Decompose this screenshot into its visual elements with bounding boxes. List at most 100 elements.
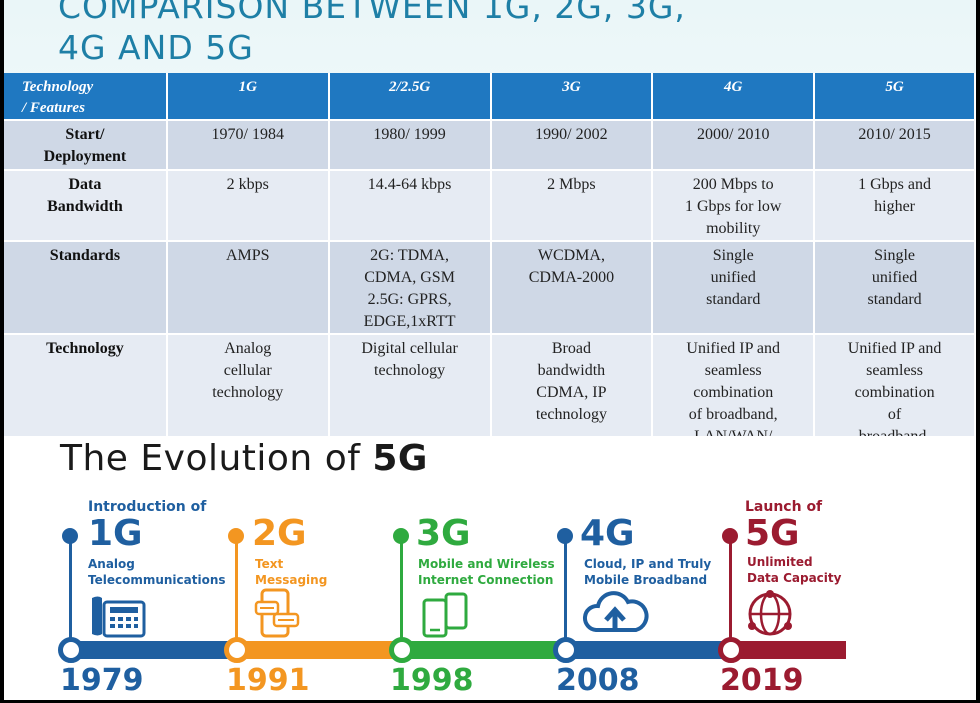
cell-line: standard (867, 291, 922, 308)
stage-5g-desc-line: Unlimited (747, 555, 813, 569)
cell-line: Unified IP and (847, 340, 942, 357)
cell-line: combination (854, 384, 935, 401)
comparison-slide: COMPARISON BETWEEN 1G, 2G, 3G, 4G AND 5G… (4, 0, 976, 436)
cell-line: mobility (706, 220, 761, 237)
header-cell-2g: 2/2.5G (328, 73, 492, 120)
mobile-devices-icon (422, 590, 470, 642)
cell-line: technology (535, 406, 607, 423)
stage-1g-dot (62, 528, 78, 544)
cell-line: 2 kbps (226, 176, 269, 193)
cell-line: seamless (704, 362, 762, 379)
cell-line: WCDMA, (537, 247, 605, 264)
table-row-standards: Standards AMPS 2G: TDMA, CDMA, GSM 2.5G:… (4, 240, 976, 334)
text-messaging-icon (254, 588, 300, 642)
cell-line: 1980/ 1999 (373, 126, 446, 143)
timeline-segment-2g (238, 641, 402, 659)
cell-line: unified (710, 269, 756, 286)
stage-4g-dot (557, 528, 573, 544)
cell-line: Single (874, 247, 916, 264)
cell-line: 1970/ 1984 (211, 126, 284, 143)
stage-1g-ring (58, 637, 84, 663)
slide-title-line2: 4G AND 5G (58, 28, 254, 67)
cell-line: Digital cellular (361, 340, 458, 357)
cell-line: combination (693, 384, 774, 401)
stage-2g-desc-line: Text (255, 557, 284, 571)
stage-2g-dot (228, 528, 244, 544)
cell-line: EDGE,1xRTT (363, 313, 456, 330)
stage-2g-label: 2G (252, 513, 307, 554)
cell-line: Unified IP and (686, 340, 781, 357)
cell-line: of broadband, (688, 406, 778, 423)
stage-3g-desc: Mobile and Wireless Internet Connection (418, 556, 555, 588)
stage-5g-ring (718, 637, 744, 663)
row-label-line: Standards (49, 247, 121, 264)
table-cell: 1980/ 1999 (328, 119, 492, 170)
table-cell: Unified IP and seamless combination of b… (814, 333, 976, 436)
stage-1g-year: 1979 (60, 663, 144, 698)
evolution-title: The Evolution of 5G (60, 438, 428, 479)
row-label-line: Deployment (43, 148, 127, 165)
stage-2g-desc: Text Messaging (255, 556, 327, 588)
cell-line: cellular (223, 362, 272, 379)
table-cell: Analog cellular technology (166, 333, 330, 436)
stage-1g-desc: Analog Telecommunications (88, 556, 226, 588)
row-label: Technology (4, 333, 168, 436)
table-cell: AMPS (166, 240, 330, 334)
slide-title: COMPARISON BETWEEN 1G, 2G, 3G, 4G AND 5G (58, 0, 918, 68)
header-cell-1g: 1G (166, 73, 330, 120)
table-cell: Digital cellular technology (328, 333, 492, 436)
telephone-icon (88, 594, 148, 642)
cell-line: higher (874, 198, 915, 215)
slide-title-line1: COMPARISON BETWEEN 1G, 2G, 3G, (58, 0, 686, 26)
cloud-upload-icon (580, 588, 650, 640)
stage-5g-intro: Launch of (745, 499, 823, 515)
cell-line: Single (712, 247, 754, 264)
cell-line: LAN/WAN/ (653, 426, 813, 436)
cell-line: Analog (224, 340, 272, 357)
table-cell: 200 Mbps to 1 Gbps for low mobility (652, 169, 816, 241)
table-cell: 2010/ 2015 (814, 119, 976, 170)
stage-1g-label: 1G (88, 513, 143, 554)
table-cell: 2G: TDMA, CDMA, GSM 2.5G: GPRS, EDGE,1xR… (328, 240, 492, 334)
evolution-infographic: The Evolution of 5G Introduction of 1G A… (4, 436, 976, 700)
stage-3g-label: 3G (416, 513, 471, 554)
table-cell: Single unified standard (814, 240, 976, 334)
table-cell: Single unified standard (652, 240, 816, 334)
network-globe-icon (744, 588, 796, 644)
table-cell: 1970/ 1984 (166, 119, 330, 170)
stage-3g-dot (393, 528, 409, 544)
table-cell: Broad bandwidth CDMA, IP technology (490, 333, 654, 436)
cell-line: 2000/ 2010 (697, 126, 770, 143)
stage-5g-label: 5G (745, 513, 800, 554)
table-cell: 1 Gbps and higher (814, 169, 976, 241)
stage-4g-ring (553, 637, 579, 663)
stage-1g-desc-line: Analog (88, 557, 135, 571)
stage-4g-label: 4G (580, 513, 635, 554)
stage-2g-desc-line: Messaging (255, 573, 328, 587)
row-label-line: Bandwidth (47, 198, 123, 215)
header-cell-4g: 4G (652, 73, 816, 120)
stage-5g-desc-line: Data Capacity (747, 571, 842, 585)
header-cell-features: Technology / Features (4, 73, 168, 120)
stage-5g-dot (722, 528, 738, 544)
row-label-line: Technology (46, 340, 124, 357)
cell-line: 200 Mbps to (692, 176, 774, 193)
table-row-deployment: Start/ Deployment 1970/ 1984 1980/ 1999 … (4, 119, 976, 170)
cell-line: of (887, 406, 902, 423)
stage-3g-year: 1998 (390, 663, 474, 698)
cell-line: broadband, (815, 426, 974, 436)
cell-line: 1990/ 2002 (535, 126, 608, 143)
stage-1g-line (69, 536, 72, 644)
stage-4g-desc: Cloud, IP and Truly Mobile Broadband (584, 556, 711, 588)
row-label: Data Bandwidth (4, 169, 168, 241)
stage-3g-desc-line: Internet Connection (418, 573, 554, 587)
table-cell: 2 kbps (166, 169, 330, 241)
timeline-segment-5g (732, 641, 846, 659)
table-header-row: Technology / Features 1G 2/2.5G 3G 4G 5G (4, 73, 976, 120)
cell-line: AMPS (225, 247, 270, 264)
cell-line: unified (871, 269, 918, 286)
table-cell: 2000/ 2010 (652, 119, 816, 170)
header-features-line1: Technology (22, 79, 94, 95)
cell-line: 14.4-64 kbps (367, 176, 452, 193)
